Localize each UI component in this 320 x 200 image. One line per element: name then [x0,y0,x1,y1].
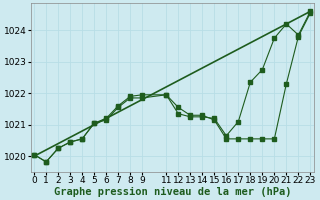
X-axis label: Graphe pression niveau de la mer (hPa): Graphe pression niveau de la mer (hPa) [53,186,291,197]
